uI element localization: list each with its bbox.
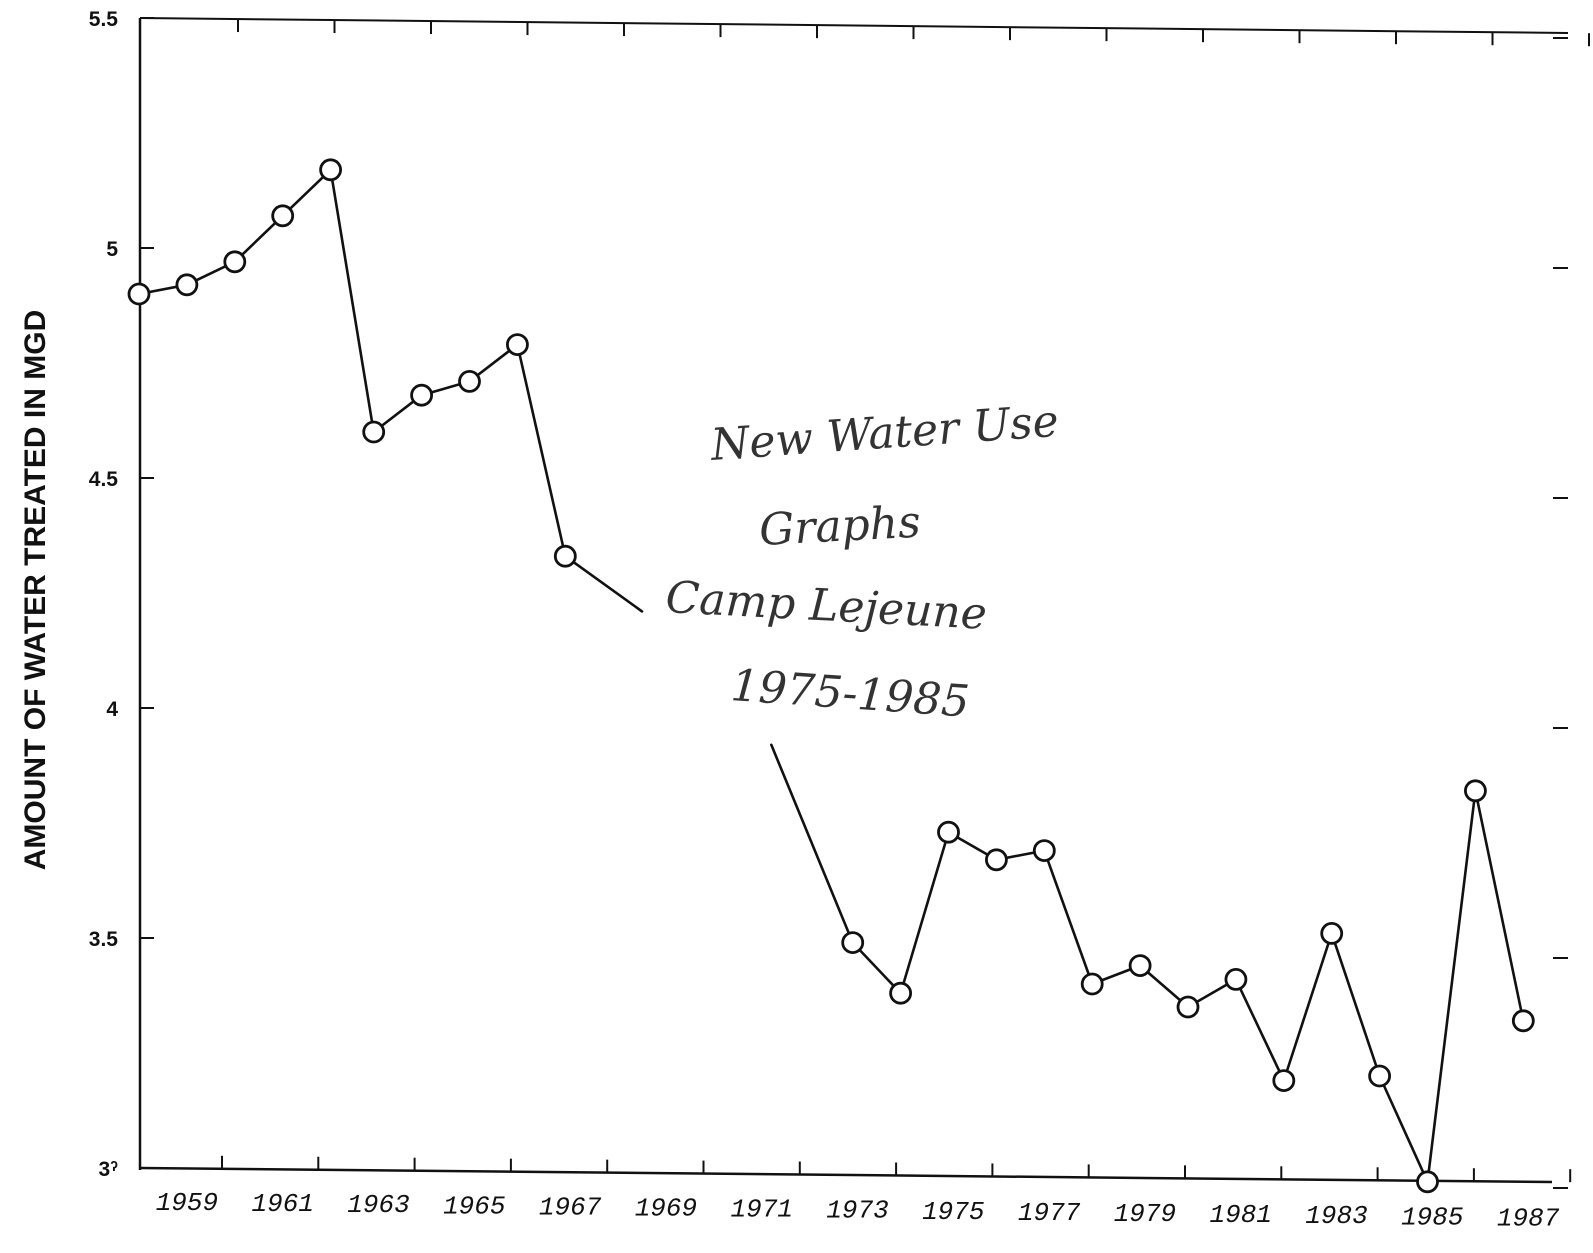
handwritten-note-line: New Water Use bbox=[708, 396, 1060, 471]
x-tick-label: 1961 bbox=[251, 1189, 313, 1219]
top-border-line bbox=[139, 17, 1569, 34]
handwritten-note: New Water Use Graphs Camp Lejeune 1975-1985 bbox=[664, 396, 1060, 728]
data-point-marker bbox=[319, 158, 343, 182]
x-tick-label: 1987 bbox=[1497, 1203, 1560, 1233]
data-point-marker bbox=[127, 282, 151, 306]
data-point-marker bbox=[1416, 1170, 1439, 1194]
data-point-marker bbox=[1320, 922, 1344, 945]
x-tick-label: 1979 bbox=[1114, 1199, 1176, 1229]
data-point-marker bbox=[271, 204, 295, 228]
x-tick-label: 1973 bbox=[826, 1196, 888, 1226]
data-point-marker bbox=[553, 544, 577, 568]
plot-frame bbox=[138, 17, 1569, 1184]
handwritten-note-line: Graphs bbox=[758, 497, 922, 556]
data-point-marker bbox=[1080, 972, 1104, 996]
x-tick-label: 1965 bbox=[443, 1191, 505, 1221]
data-point-marker bbox=[1032, 839, 1056, 862]
series-line-segment bbox=[563, 554, 644, 613]
data-point-marker bbox=[1464, 779, 1487, 803]
data-point-marker bbox=[841, 931, 865, 954]
data-point-marker bbox=[889, 981, 913, 1005]
data-point-marker bbox=[362, 420, 386, 444]
y-axis-label: AMOUNT OF WATER TREATED IN MGD bbox=[19, 310, 52, 871]
x-tick-label: 1967 bbox=[539, 1192, 602, 1222]
y-axis-ticks: 3ˀ 3.5 4 4.5 5 5.5 bbox=[89, 8, 1568, 1189]
data-point-marker bbox=[223, 250, 247, 274]
data-point-marker bbox=[175, 273, 199, 297]
x-tick-label: 1963 bbox=[347, 1190, 409, 1220]
handwritten-note-line: 1975-1985 bbox=[729, 660, 971, 728]
y-tick-label: 5 bbox=[106, 238, 118, 261]
series-line-segment bbox=[769, 743, 1525, 1184]
x-tick-label: 1959 bbox=[156, 1188, 218, 1218]
data-point-marker bbox=[1176, 995, 1200, 1019]
data-point-marker bbox=[1272, 1069, 1296, 1092]
data-point-marker bbox=[1224, 968, 1248, 991]
y-tick-label: 4.5 bbox=[89, 468, 119, 491]
series-line-segment bbox=[137, 168, 332, 296]
series-line-segment bbox=[329, 168, 376, 434]
data-point-marker bbox=[506, 333, 529, 357]
data-point-marker bbox=[410, 383, 434, 407]
series-markers bbox=[127, 158, 1535, 1194]
x-axis-line bbox=[139, 1166, 1553, 1184]
data-point-marker bbox=[985, 848, 1008, 872]
y-tick-label: 5.5 bbox=[89, 8, 119, 31]
data-point-marker bbox=[1368, 1064, 1392, 1088]
x-tick-label: 1983 bbox=[1305, 1201, 1367, 1231]
x-tick-label: 1985 bbox=[1401, 1202, 1463, 1232]
x-axis-ticks: 1959 1961 1963 1965 1967 1969 1971 1973 1975 1977… bbox=[156, 19, 1590, 1233]
data-point-marker bbox=[1511, 1009, 1535, 1033]
y-tick-label: 3ˀ bbox=[98, 1158, 118, 1181]
data-point-marker bbox=[458, 369, 481, 393]
y-tick-label: 4 bbox=[106, 698, 118, 721]
y-tick-label: 3.5 bbox=[89, 928, 119, 951]
x-tick-label: 1981 bbox=[1209, 1200, 1271, 1230]
x-tick-label: 1975 bbox=[922, 1197, 984, 1227]
x-tick-label: 1969 bbox=[635, 1194, 697, 1224]
x-tick-label: 1977 bbox=[1018, 1198, 1081, 1228]
handwritten-note-line: Camp Lejeune bbox=[664, 572, 988, 640]
data-point-marker bbox=[1128, 954, 1152, 977]
x-tick-label: 1971 bbox=[730, 1195, 792, 1225]
data-point-marker bbox=[937, 820, 960, 844]
